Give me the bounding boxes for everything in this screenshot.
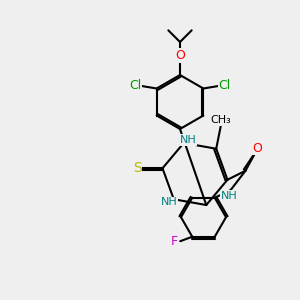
- Text: Cl: Cl: [130, 79, 142, 92]
- Text: O: O: [253, 142, 262, 155]
- Text: O: O: [175, 49, 185, 62]
- Text: S: S: [133, 161, 141, 175]
- Text: NH: NH: [161, 197, 178, 207]
- Text: CH₃: CH₃: [210, 115, 231, 125]
- Text: Cl: Cl: [218, 79, 230, 92]
- Text: F: F: [171, 235, 178, 248]
- Text: NH: NH: [220, 190, 237, 201]
- Text: NH: NH: [180, 135, 196, 145]
